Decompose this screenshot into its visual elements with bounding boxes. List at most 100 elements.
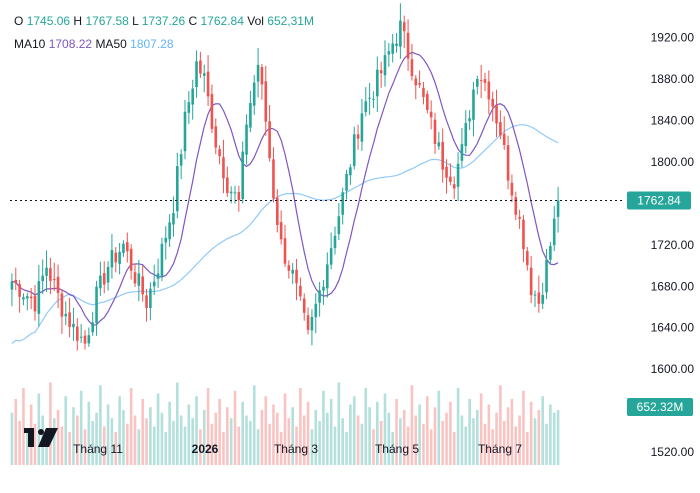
- volume-bar: [152, 426, 156, 465]
- volume-bar: [426, 396, 429, 465]
- volume-bar: [156, 393, 160, 465]
- volume-bar: [460, 415, 464, 465]
- volume-bar: [456, 388, 460, 465]
- candle-body: [287, 265, 291, 271]
- volume-bar: [356, 415, 360, 465]
- x-tick-label: Tháng 5: [375, 442, 419, 456]
- volume-bar: [91, 421, 94, 465]
- volume-bar: [279, 432, 283, 465]
- candle-body: [222, 157, 225, 179]
- high-value: 1767.58: [85, 14, 129, 28]
- volume-bar: [429, 429, 433, 465]
- volume-bar: [506, 407, 510, 465]
- candle-body: [341, 192, 344, 215]
- candle-body: [406, 32, 410, 59]
- volume-bar: [376, 401, 379, 465]
- candle-body: [49, 268, 52, 281]
- candle-body: [418, 82, 421, 85]
- candle-body: [106, 266, 110, 283]
- ma10-value: 1708.22: [48, 37, 93, 51]
- volume-bar: [249, 421, 252, 465]
- volume-bar: [206, 388, 210, 465]
- candle-body: [164, 237, 168, 243]
- volume-bar: [268, 423, 271, 465]
- candle-body: [245, 124, 248, 155]
- volume-bar: [495, 412, 498, 465]
- candle-body: [37, 281, 41, 314]
- volume-bar: [337, 382, 341, 465]
- volume-bar: [552, 412, 556, 465]
- candle-body: [268, 121, 271, 159]
- candle-body: [114, 252, 118, 263]
- y-axis[interactable]: 2000.001960.001920.001880.001840.001800.…: [651, 0, 695, 459]
- ohlc-legend: O 1745.06 H 1767.58 L 1737.26 C 1762.84 …: [14, 14, 314, 28]
- candle-body: [306, 315, 310, 330]
- candle-body: [22, 297, 25, 300]
- candle-body: [226, 177, 229, 194]
- high-label: H: [73, 14, 83, 28]
- volume-bar: [372, 429, 375, 465]
- volume-bar: [487, 404, 491, 465]
- y-tick-label: 1640.00: [651, 321, 695, 335]
- volume-bar: [283, 393, 287, 465]
- volume-bar: [87, 401, 91, 465]
- volume-bar: [322, 390, 325, 465]
- candle-body: [541, 294, 544, 304]
- volume-bar: [556, 410, 560, 465]
- x-axis[interactable]: Tháng 11 2026 Tháng 3 Tháng 5 Tháng 7: [73, 442, 522, 456]
- candle-body: [364, 101, 368, 113]
- candle-body: [476, 78, 479, 87]
- volume-bar: [360, 423, 364, 465]
- volume-bar: [399, 418, 402, 465]
- volume-bar: [72, 407, 75, 465]
- volume-bar: [541, 396, 544, 465]
- volume-bars: [10, 382, 560, 465]
- candle-body: [356, 134, 360, 139]
- volume-bar: [545, 423, 548, 465]
- volume-bar: [329, 399, 333, 465]
- candle-body: [129, 248, 133, 271]
- tradingview-logo-icon[interactable]: [24, 428, 58, 447]
- candle-body: [118, 251, 121, 264]
- x-tick-label: 2026: [192, 442, 219, 456]
- candle-body: [502, 133, 506, 146]
- y-tick-label: 1880.00: [651, 72, 695, 86]
- volume-bar: [368, 407, 371, 465]
- candle-body: [302, 298, 306, 313]
- volume-bar: [106, 404, 110, 465]
- candle-body: [514, 197, 518, 215]
- candle-body: [499, 122, 502, 136]
- volume-bar: [33, 423, 37, 465]
- volume-bar: [499, 385, 502, 465]
- volume-bar: [245, 415, 248, 465]
- candle-body: [291, 269, 294, 274]
- low-label: L: [132, 14, 139, 28]
- volume-bar: [176, 382, 179, 465]
- candle-body: [310, 316, 314, 331]
- volume-bar: [83, 429, 87, 465]
- candle-body: [333, 235, 337, 249]
- volume-bar: [168, 401, 171, 465]
- volume-bar: [183, 426, 187, 465]
- volume-bar: [406, 426, 410, 465]
- logo-wedge-icon: [38, 428, 58, 447]
- y-tick-label: 1680.00: [651, 279, 695, 293]
- candle-body: [210, 94, 214, 129]
- candle-body: [41, 275, 44, 282]
- volume-bar: [529, 401, 533, 465]
- last-volume-tag-text: 652.32M: [637, 400, 684, 414]
- volume-bar: [26, 432, 29, 465]
- candle-body: [529, 267, 533, 296]
- candle-body: [68, 312, 71, 327]
- volume-bar: [433, 407, 437, 465]
- volume-bar: [241, 401, 244, 465]
- y-tick-label: 1800.00: [651, 155, 695, 169]
- volume-bar: [145, 418, 148, 465]
- x-tick-label: Tháng 7: [478, 442, 522, 456]
- volume-bar: [137, 429, 141, 465]
- x-tick-label: Tháng 11: [73, 442, 123, 456]
- volume-bar: [210, 423, 214, 465]
- volume-bar: [364, 388, 368, 465]
- volume-bar: [229, 418, 233, 465]
